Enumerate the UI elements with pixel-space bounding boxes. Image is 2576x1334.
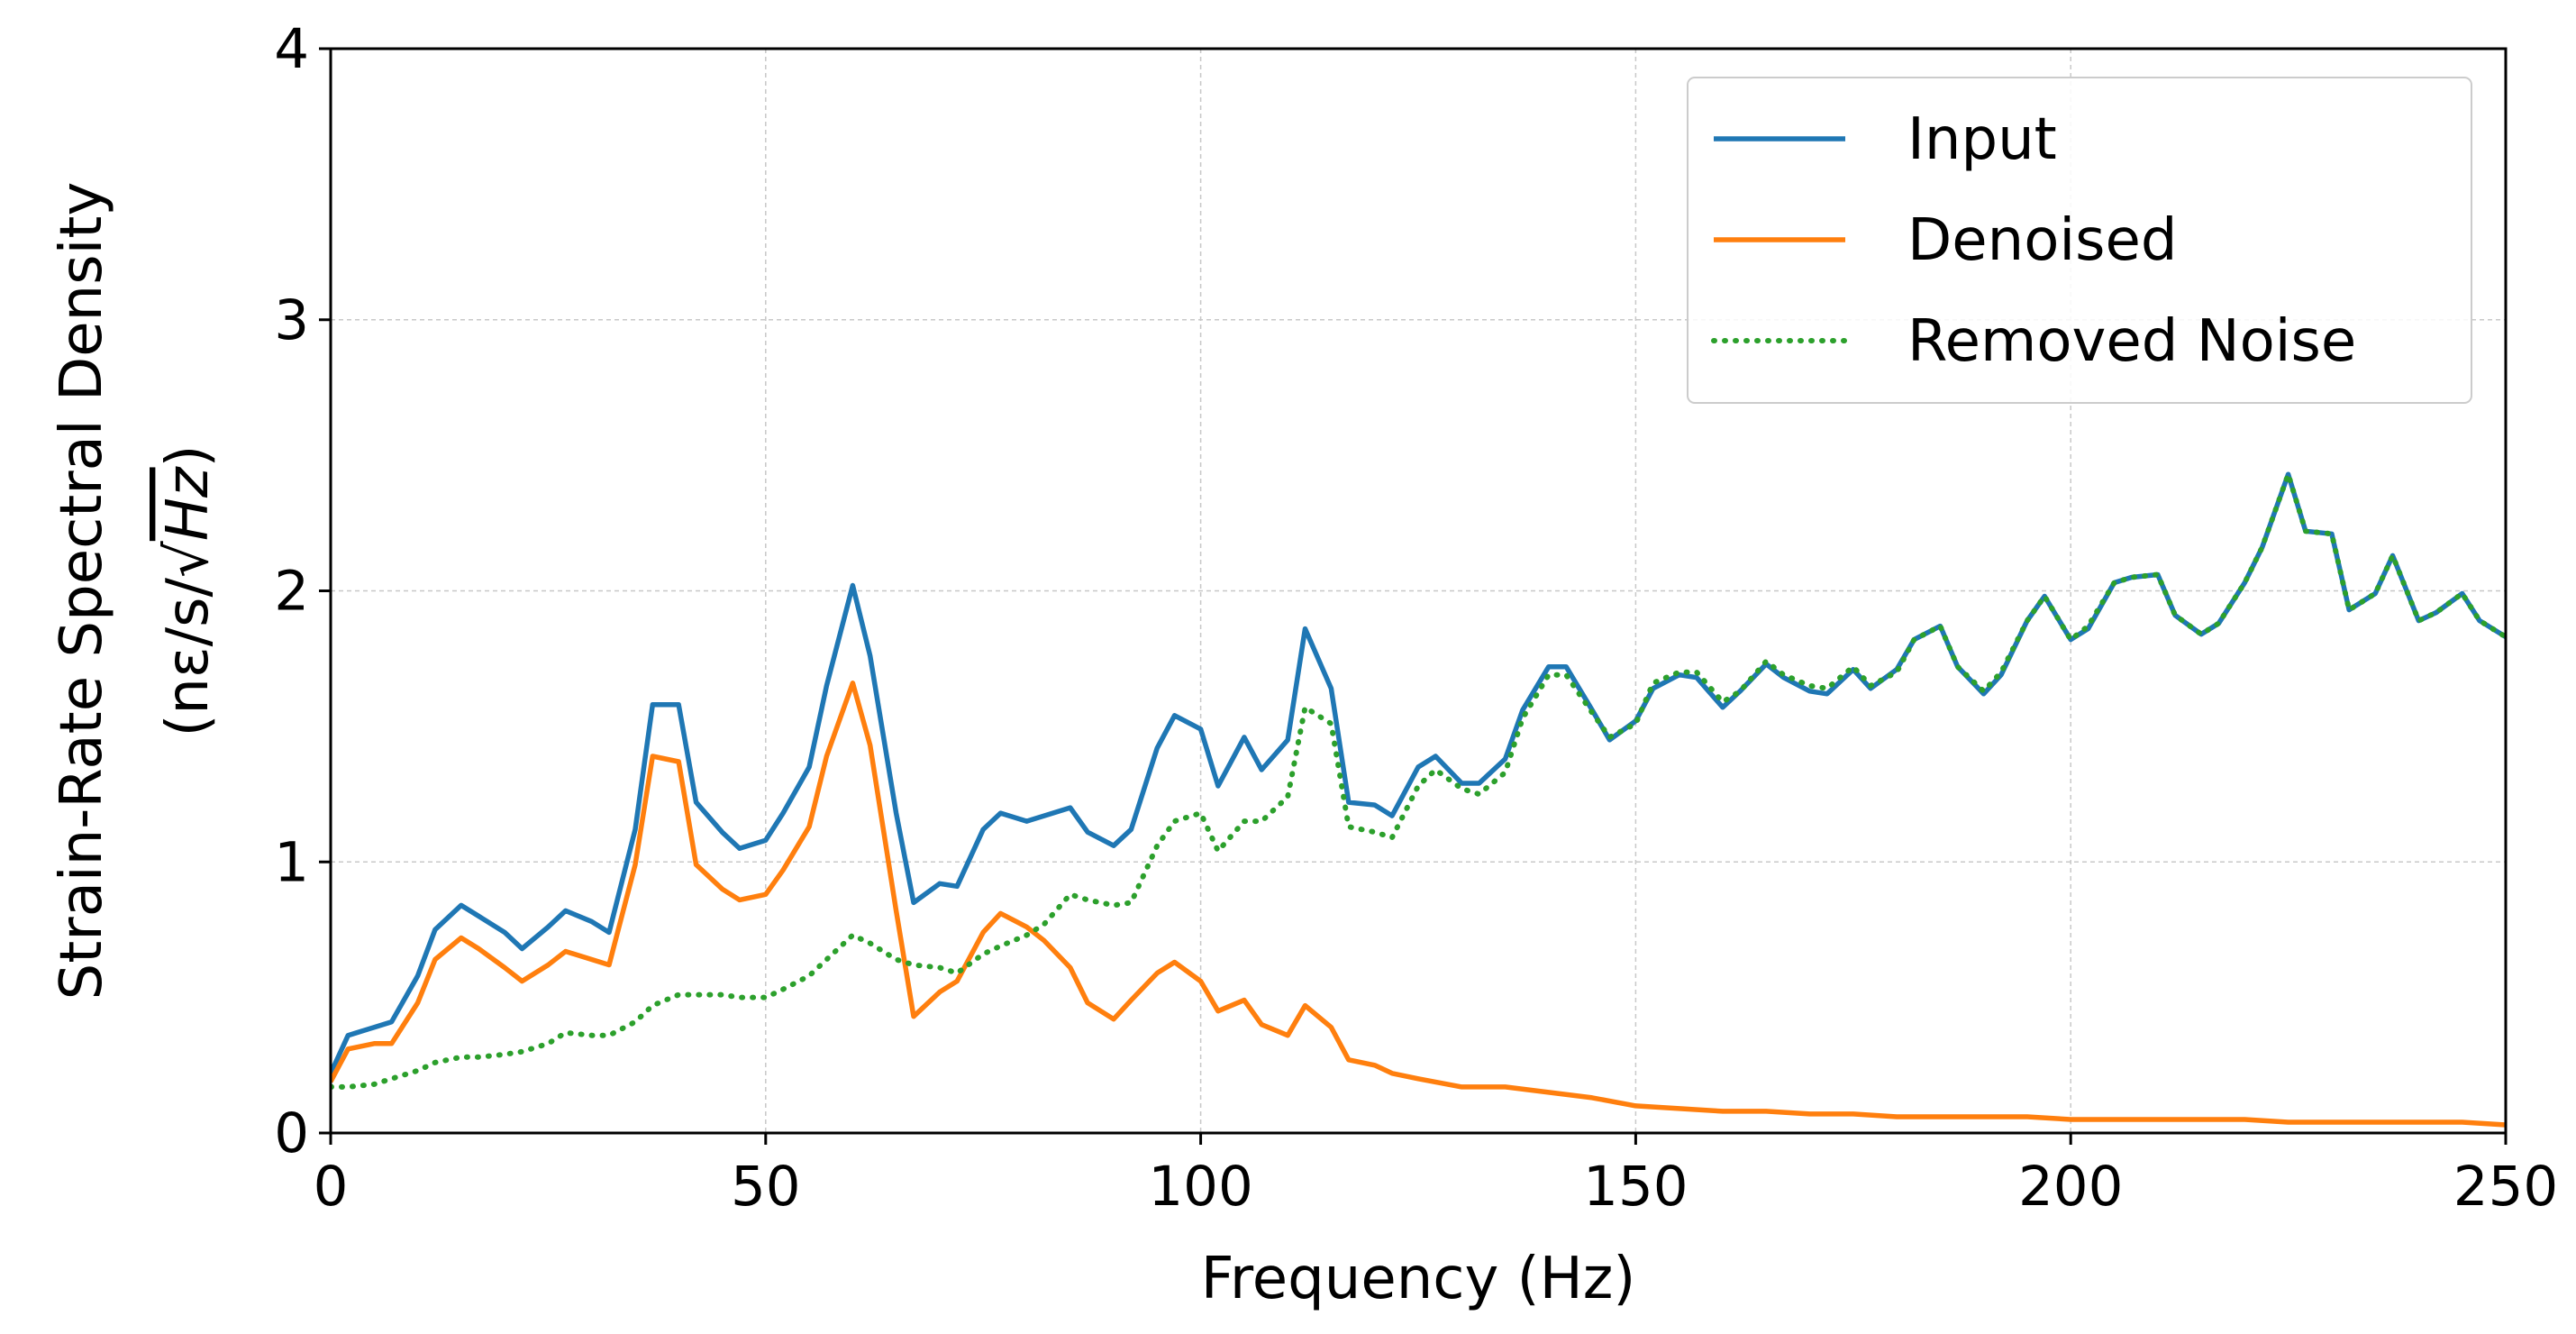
x-tick-label: 100 xyxy=(1148,1155,1252,1219)
y-tick-label: 4 xyxy=(274,17,309,81)
sqrt-symbol: √ xyxy=(155,541,222,578)
y-axis-unit-radicand: Hz xyxy=(155,466,222,541)
legend: Input Denoised Removed Noise xyxy=(1687,77,2472,404)
y-tick-label: 1 xyxy=(274,830,309,894)
x-tick-label: 150 xyxy=(1583,1155,1688,1219)
y-axis-title-line2: (nε/s/√Hz) xyxy=(155,444,222,736)
y-axis-unit-suffix: ) xyxy=(155,444,222,467)
y-axis-title-line1: Strain-Rate Spectral Density xyxy=(49,182,115,1000)
x-tick-label: 0 xyxy=(314,1155,349,1219)
legend-box xyxy=(1687,77,2472,404)
axis-ticks: 0 50 100 150 200 250 0 1 2 3 4 xyxy=(274,17,2558,1219)
y-axis-unit-prefix: (nε/s/ xyxy=(155,578,222,737)
x-tick-label: 200 xyxy=(2018,1155,2123,1219)
y-tick-label: 3 xyxy=(274,288,309,352)
x-tick-label: 250 xyxy=(2453,1155,2558,1219)
series-line-input xyxy=(331,471,2506,1074)
legend-label-denoised: Denoised xyxy=(1907,207,2178,274)
y-tick-label: 0 xyxy=(274,1101,309,1165)
y-axis-title: Strain-Rate Spectral Density (nε/s/√Hz) xyxy=(49,182,222,1000)
y-tick-label: 2 xyxy=(274,560,309,624)
x-tick-label: 50 xyxy=(731,1155,801,1219)
legend-label-removed-noise: Removed Noise xyxy=(1907,308,2356,375)
legend-label-input: Input xyxy=(1907,106,2057,173)
series-line-denoised xyxy=(331,681,2506,1128)
plot-area xyxy=(331,471,2506,1128)
x-axis-title: Frequency (Hz) xyxy=(1201,1246,1636,1312)
series-line-removed-noise xyxy=(331,471,2506,1090)
